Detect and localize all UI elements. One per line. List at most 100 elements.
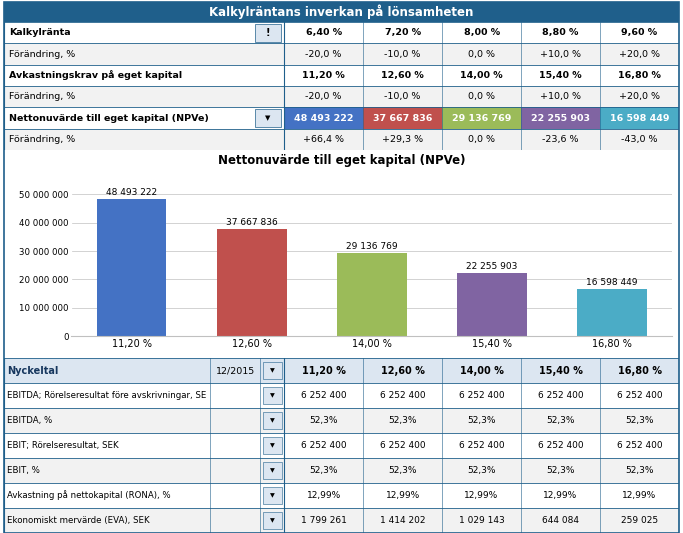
Bar bbox=[262, 362, 282, 379]
Bar bbox=[255, 109, 281, 127]
Text: 259 025: 259 025 bbox=[621, 516, 658, 525]
Bar bbox=[337, 254, 406, 336]
Text: ▼: ▼ bbox=[270, 493, 275, 498]
Text: 16 598 449: 16 598 449 bbox=[610, 114, 669, 123]
Text: Kalkylränta: Kalkylränta bbox=[10, 28, 71, 37]
Text: 12,60 %: 12,60 % bbox=[380, 366, 425, 376]
Bar bbox=[4, 43, 679, 64]
Bar bbox=[4, 458, 679, 483]
Text: -20,0 %: -20,0 % bbox=[305, 50, 342, 59]
Text: 644 084: 644 084 bbox=[542, 516, 579, 525]
Bar bbox=[577, 289, 647, 336]
Text: 16 598 449: 16 598 449 bbox=[587, 278, 638, 287]
Text: ▼: ▼ bbox=[270, 368, 275, 373]
Text: Förändring, %: Förändring, % bbox=[10, 135, 76, 144]
Text: 12,99%: 12,99% bbox=[464, 491, 499, 500]
Text: 52,3%: 52,3% bbox=[309, 416, 338, 425]
Text: 6 252 400: 6 252 400 bbox=[617, 391, 663, 400]
Text: 8,00 %: 8,00 % bbox=[464, 28, 500, 37]
Text: 6 252 400: 6 252 400 bbox=[538, 391, 583, 400]
Text: 52,3%: 52,3% bbox=[389, 466, 417, 475]
Bar bbox=[255, 23, 281, 42]
Text: ▼: ▼ bbox=[270, 393, 275, 398]
Bar bbox=[262, 487, 282, 504]
Text: 8,80 %: 8,80 % bbox=[542, 28, 579, 37]
Bar bbox=[217, 229, 287, 336]
Text: ▼: ▼ bbox=[270, 418, 275, 423]
Text: Nyckeltal: Nyckeltal bbox=[8, 366, 59, 376]
Text: 6 252 400: 6 252 400 bbox=[301, 391, 346, 400]
Text: EBIT, %: EBIT, % bbox=[8, 466, 40, 475]
Bar bbox=[262, 412, 282, 429]
Text: -10,0 %: -10,0 % bbox=[385, 50, 421, 59]
Text: 6 252 400: 6 252 400 bbox=[301, 441, 346, 450]
Bar bbox=[4, 64, 679, 86]
Text: 15,40 %: 15,40 % bbox=[539, 71, 582, 80]
Text: 6 252 400: 6 252 400 bbox=[617, 441, 663, 450]
Text: +20,0 %: +20,0 % bbox=[619, 50, 660, 59]
Text: 52,3%: 52,3% bbox=[546, 466, 575, 475]
Bar bbox=[262, 512, 282, 529]
Text: 9,60 %: 9,60 % bbox=[622, 28, 658, 37]
Text: 52,3%: 52,3% bbox=[625, 466, 654, 475]
Text: -10,0 %: -10,0 % bbox=[385, 92, 421, 101]
Text: 52,3%: 52,3% bbox=[467, 466, 496, 475]
Bar bbox=[457, 273, 527, 336]
Text: 52,3%: 52,3% bbox=[309, 466, 338, 475]
Text: ▼: ▼ bbox=[270, 443, 275, 448]
Text: EBITDA; Rörelseresultat före avskrivningar, SE: EBITDA; Rörelseresultat före avskrivning… bbox=[8, 391, 207, 400]
Text: 6 252 400: 6 252 400 bbox=[380, 441, 426, 450]
Text: 12,99%: 12,99% bbox=[307, 491, 341, 500]
Text: 11,20 %: 11,20 % bbox=[303, 71, 345, 80]
Text: 0,0 %: 0,0 % bbox=[468, 92, 495, 101]
Bar bbox=[4, 22, 679, 43]
Bar bbox=[521, 107, 600, 128]
Text: !: ! bbox=[266, 28, 270, 38]
Text: ▼: ▼ bbox=[270, 468, 275, 473]
Text: Förändring, %: Förändring, % bbox=[10, 50, 76, 59]
Text: 0,0 %: 0,0 % bbox=[468, 135, 495, 144]
Bar bbox=[4, 128, 679, 150]
Bar bbox=[262, 437, 282, 454]
Text: Nettonuvärde till eget kapital (NPVe): Nettonuvärde till eget kapital (NPVe) bbox=[218, 154, 465, 166]
Text: Ekonomiskt mervärde (EVA), SEK: Ekonomiskt mervärde (EVA), SEK bbox=[8, 516, 150, 525]
Text: 48 493 222: 48 493 222 bbox=[106, 188, 157, 197]
Text: 15,40 %: 15,40 % bbox=[539, 366, 583, 376]
Text: Förändring, %: Förändring, % bbox=[10, 92, 76, 101]
Bar bbox=[4, 508, 679, 533]
Text: 52,3%: 52,3% bbox=[625, 416, 654, 425]
Text: ▼: ▼ bbox=[270, 518, 275, 523]
Text: 1 799 261: 1 799 261 bbox=[301, 516, 346, 525]
Bar bbox=[262, 462, 282, 479]
Text: 48 493 222: 48 493 222 bbox=[294, 114, 353, 123]
Text: -23,6 %: -23,6 % bbox=[542, 135, 579, 144]
Text: Nettonuvärde till eget kapital (NPVe): Nettonuvärde till eget kapital (NPVe) bbox=[10, 114, 209, 123]
Bar bbox=[363, 107, 442, 128]
Text: 7,20 %: 7,20 % bbox=[385, 28, 421, 37]
Text: 14,00 %: 14,00 % bbox=[460, 71, 503, 80]
Bar bbox=[600, 107, 679, 128]
Text: 52,3%: 52,3% bbox=[389, 416, 417, 425]
Bar bbox=[4, 408, 679, 433]
Text: 12,60 %: 12,60 % bbox=[381, 71, 424, 80]
Bar bbox=[262, 387, 282, 404]
Text: Kalkylräntans inverkan på lönsamheten: Kalkylräntans inverkan på lönsamheten bbox=[209, 5, 474, 19]
Text: 0,0 %: 0,0 % bbox=[468, 50, 495, 59]
Text: 29 136 769: 29 136 769 bbox=[452, 114, 512, 123]
Bar bbox=[4, 358, 679, 383]
Text: +10,0 %: +10,0 % bbox=[540, 50, 581, 59]
Text: 22 255 903: 22 255 903 bbox=[531, 114, 590, 123]
Bar bbox=[4, 86, 679, 107]
Text: 52,3%: 52,3% bbox=[467, 416, 496, 425]
Text: EBIT; Rörelseresultat, SEK: EBIT; Rörelseresultat, SEK bbox=[8, 441, 119, 450]
Text: 12,99%: 12,99% bbox=[385, 491, 420, 500]
Text: 1 414 202: 1 414 202 bbox=[380, 516, 426, 525]
Text: 37 667 836: 37 667 836 bbox=[373, 114, 432, 123]
Text: 6 252 400: 6 252 400 bbox=[538, 441, 583, 450]
Text: +20,0 %: +20,0 % bbox=[619, 92, 660, 101]
Text: 12/2015: 12/2015 bbox=[216, 366, 255, 375]
Text: 12,99%: 12,99% bbox=[622, 491, 656, 500]
Text: EBITDA, %: EBITDA, % bbox=[8, 416, 53, 425]
Text: -43,0 %: -43,0 % bbox=[622, 135, 658, 144]
Text: +10,0 %: +10,0 % bbox=[540, 92, 581, 101]
